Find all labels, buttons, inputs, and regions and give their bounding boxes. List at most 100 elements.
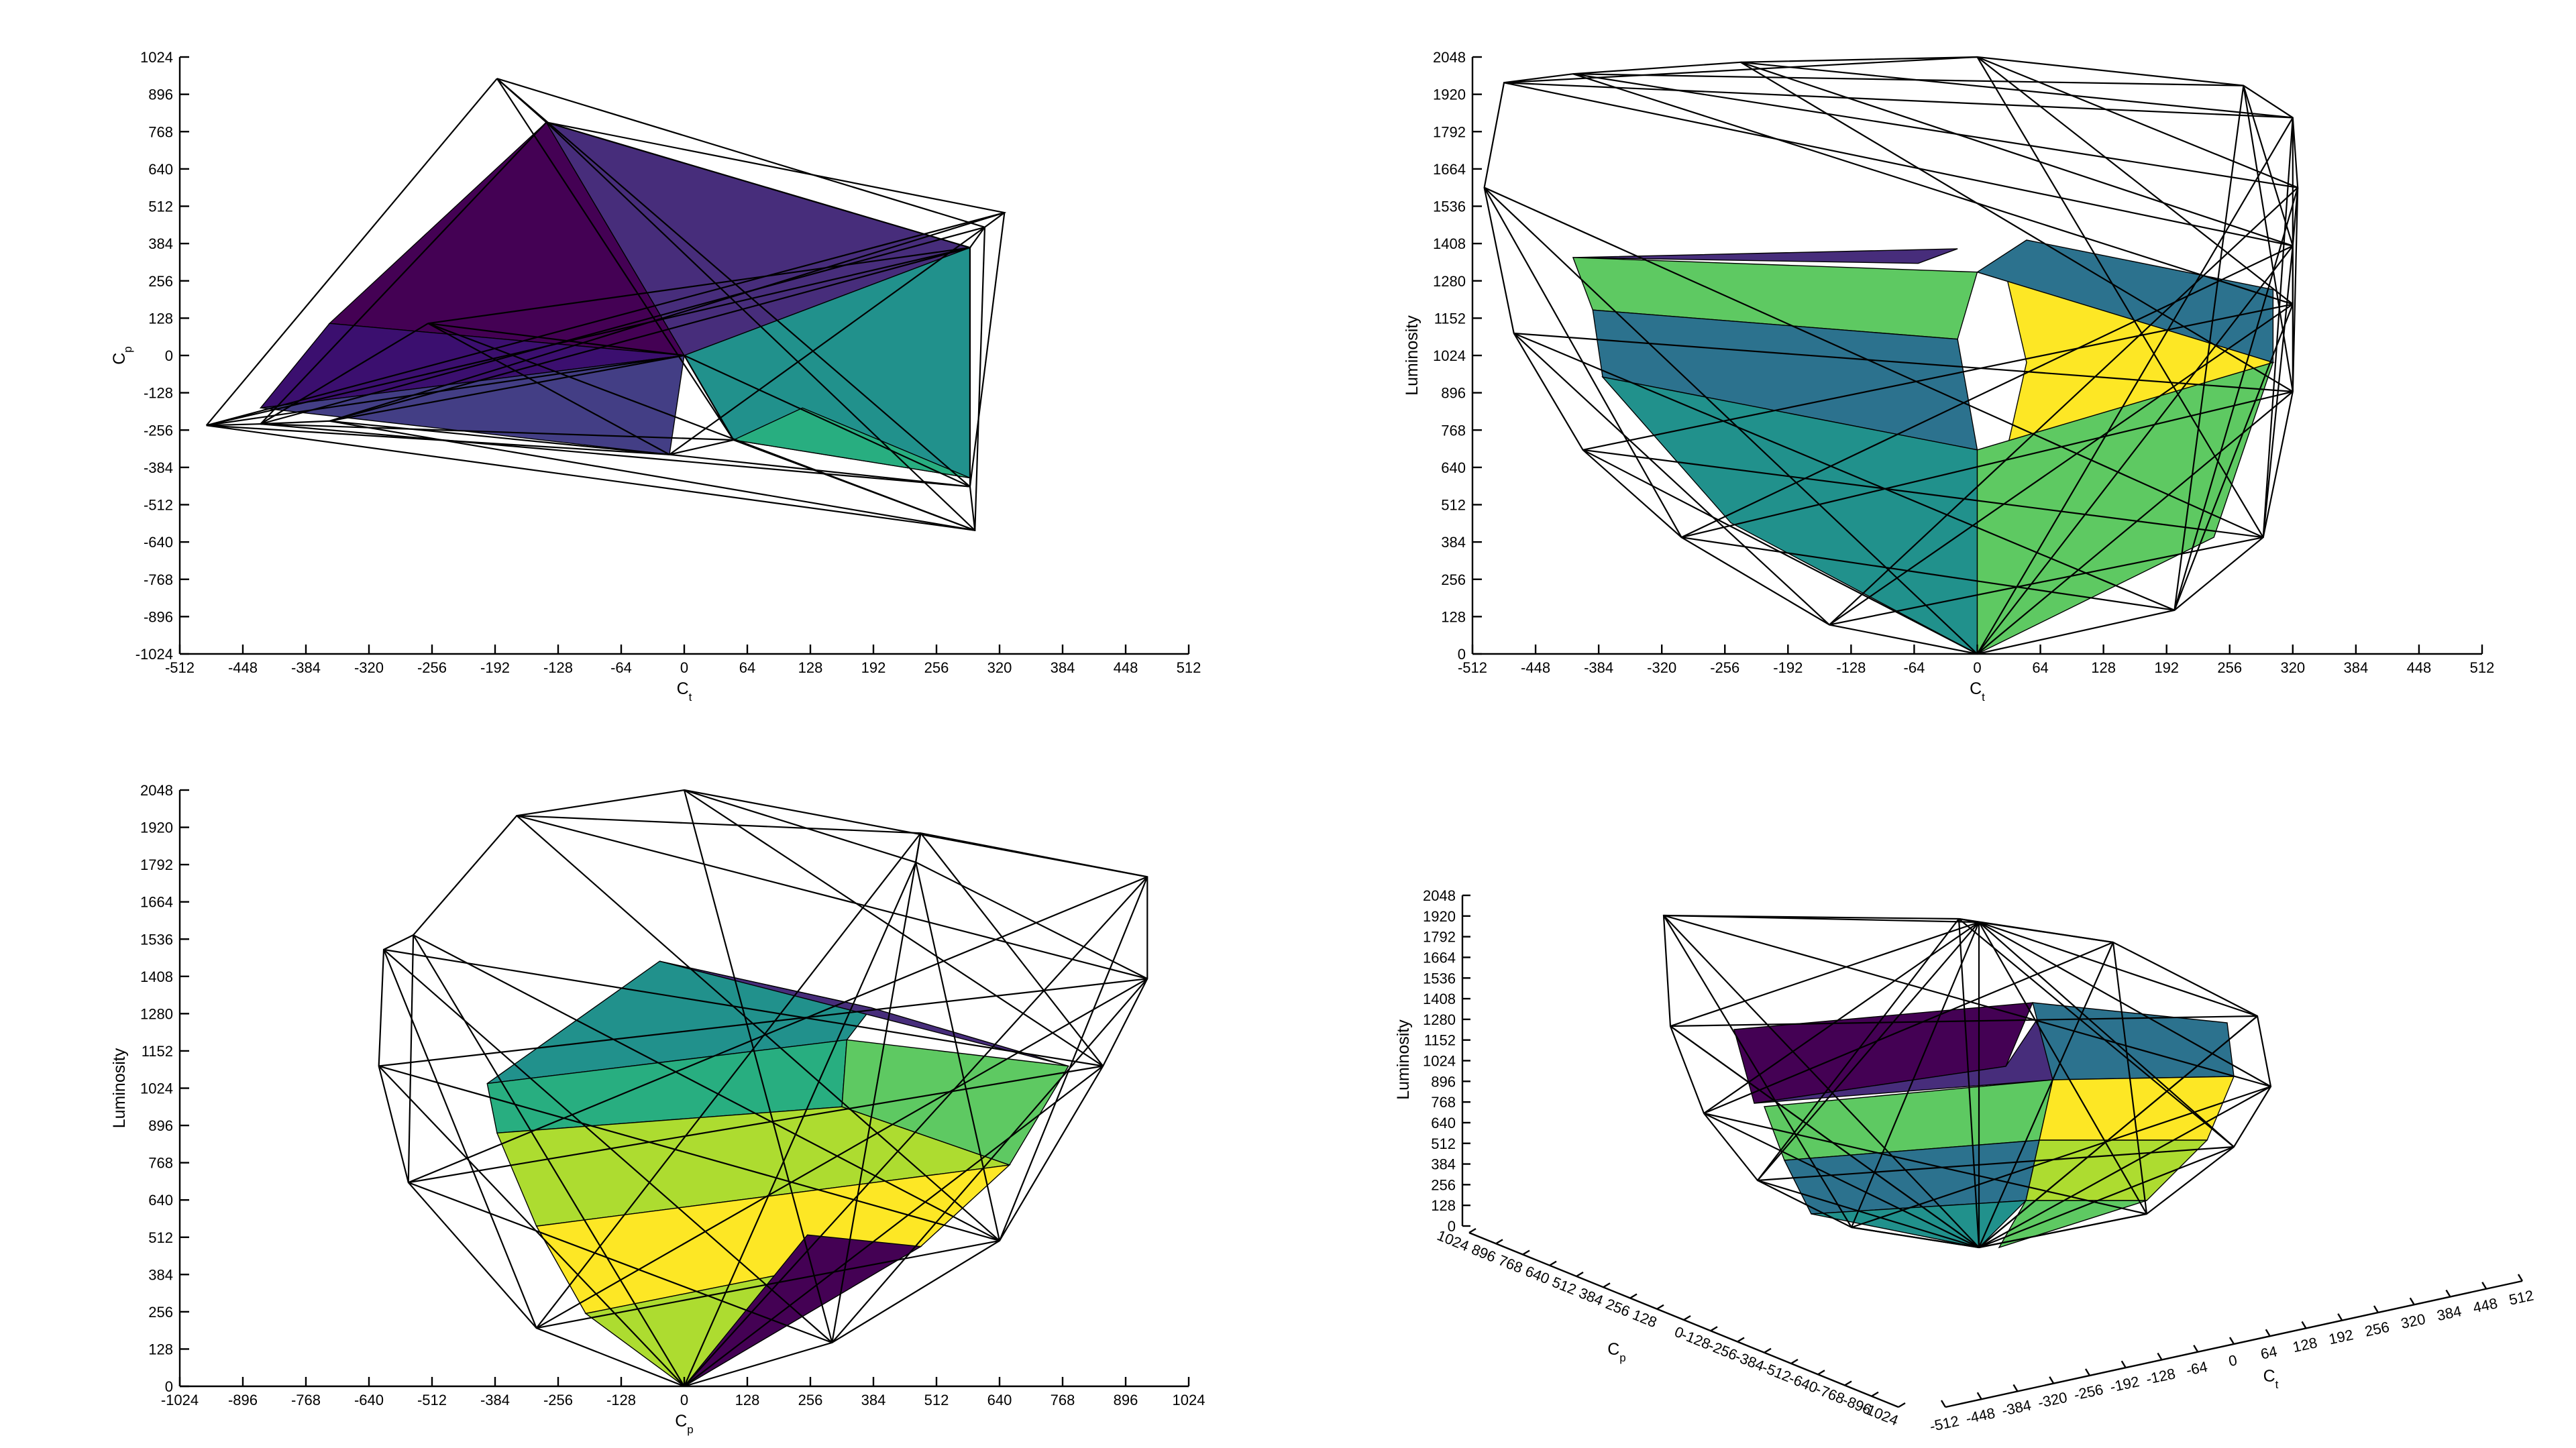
x-tick-label: 448 [2471, 1294, 2499, 1316]
z-tick-label: 256 [1431, 1176, 1456, 1193]
z-tick-label: 384 [1431, 1156, 1456, 1173]
y-tick-label: 1408 [1433, 235, 1466, 252]
x-tick-label: -448 [1521, 659, 1550, 676]
wireframe-edge [684, 355, 971, 488]
x-tick-label: -256 [543, 1392, 573, 1408]
x-tick-label: -384 [2000, 1396, 2033, 1419]
wireframe-edge [205, 78, 498, 427]
wireframe-edge [684, 876, 1148, 1387]
x-tick-label: -192 [480, 659, 510, 676]
x-tick-label: 256 [924, 659, 949, 676]
x-tick-label: 768 [1051, 1392, 1075, 1408]
wireframe-edge [1670, 1025, 1980, 1248]
y-tick-label: 1792 [1433, 123, 1466, 140]
x-tick-label: 0 [2227, 1351, 2239, 1370]
wireframe-edge [1976, 56, 2294, 305]
x-tick-label: -64 [610, 659, 632, 676]
subplot-0: -512 -448 -384 -320 -256 -192 -128 -64 0 64 128 192… [110, 49, 1201, 704]
z-tick-label: 1408 [1423, 991, 1456, 1007]
x-tick-mark [2265, 1329, 2271, 1337]
wireframe-edge [1681, 537, 2175, 611]
wireframe-edge [517, 815, 1148, 980]
y-tick-label: 128 [148, 310, 173, 327]
z-tick-label: 128 [1431, 1197, 1456, 1214]
x-tick-label: -320 [354, 659, 384, 676]
x-tick-label: -512 [165, 659, 195, 676]
x-tick-label: -768 [291, 1392, 321, 1408]
wireframe-edge [1663, 915, 1980, 1248]
z-tick-label: 512 [1431, 1135, 1456, 1152]
y-tick-label: 1024 [1433, 347, 1466, 364]
wireframe-edge [496, 78, 971, 488]
wireframe-edge [1957, 918, 1980, 1248]
x-tick-mark [2517, 1274, 2524, 1282]
wireframe-edge [1976, 56, 2264, 538]
x-tick-label: 128 [2091, 659, 2116, 676]
y-tick-mark [1468, 1227, 1477, 1234]
wireframe-edge [378, 978, 1148, 1067]
y-axis-title: Luminosity [1403, 315, 1421, 396]
wireframe-edge [1663, 914, 1980, 924]
wireframe-edge [545, 121, 976, 531]
wireframe-edge [1513, 332, 2293, 392]
y-tick-mark [1549, 1260, 1557, 1266]
wireframe-edge [1703, 922, 1980, 1114]
surface-facet [659, 960, 1069, 1067]
x-tick-label: -640 [354, 1392, 384, 1408]
y-tick-label: 768 [1496, 1251, 1525, 1276]
wireframe-edge [1740, 61, 2293, 119]
y-tick-label: 1664 [140, 894, 173, 911]
x-tick-mark [1940, 1400, 1947, 1408]
x-tick-label: -256 [2072, 1381, 2104, 1404]
wireframe-edge [1978, 921, 2258, 1017]
surface-facet [2025, 1139, 2208, 1201]
x-tick-label: 256 [798, 1392, 823, 1408]
y-tick-label: 1024 [140, 49, 173, 66]
y-tick-label: 896 [1469, 1241, 1498, 1266]
wireframe-edge [413, 934, 685, 1387]
y-tick-label: 1920 [1433, 87, 1466, 103]
x-tick-label: 384 [861, 1392, 886, 1408]
subplot-1: -512 -448 -384 -320 -256 -192 -128 -64 0 64 128 192… [1403, 49, 2494, 704]
x-tick-label: 128 [735, 1392, 760, 1408]
wireframe-edge [2174, 304, 2294, 611]
wireframe-edge [383, 949, 537, 1329]
y-tick-label: 0 [165, 1378, 173, 1395]
x-tick-label: 256 [2363, 1319, 2391, 1340]
x-tick-label: 0 [680, 1392, 688, 1408]
wireframe-edge [546, 121, 971, 249]
y-tick-label: 512 [148, 1229, 173, 1246]
z-tick-label: 1920 [1423, 908, 1456, 925]
wireframe-edge [206, 425, 670, 455]
wireframe-edge [1663, 914, 2271, 1088]
wireframe-edge [1582, 449, 1978, 655]
x-tick-label: 192 [861, 659, 886, 676]
wireframe-edge [1503, 56, 1978, 84]
z-axis-title: Luminosity [1394, 1019, 1413, 1100]
wireframe-edge [408, 1065, 1104, 1184]
y-tick-label: 640 [1441, 459, 1466, 476]
y-tick-mark [1656, 1304, 1664, 1310]
wireframe-edge [1757, 1179, 1980, 1249]
y-tick-label: 1920 [140, 820, 173, 836]
x-tick-label: -320 [1647, 659, 1676, 676]
y-tick-label: 384 [1576, 1284, 1605, 1309]
wireframe-edge [1978, 1015, 2258, 1248]
x-tick-label: -192 [1773, 659, 1803, 676]
x-tick-label: 64 [739, 659, 755, 676]
z-tick-label: 896 [1431, 1073, 1456, 1090]
x-tick-label: -448 [1964, 1404, 1996, 1427]
x-tick-mark [2229, 1337, 2235, 1345]
y-tick-mark [1898, 1402, 1906, 1408]
y-tick-label: 1792 [140, 856, 173, 873]
wireframe-edge [407, 935, 415, 1183]
x-axis-title: Ct [1970, 679, 1985, 704]
x-tick-label: 192 [2154, 659, 2179, 676]
x-tick-label: -192 [2108, 1373, 2141, 1396]
y-tick-label: 2048 [1433, 49, 1466, 66]
x-tick-label: 448 [1114, 659, 1138, 676]
wireframe-edge [1977, 56, 2298, 188]
wireframe-edge [496, 78, 985, 228]
x-tick-mark [2373, 1305, 2379, 1313]
